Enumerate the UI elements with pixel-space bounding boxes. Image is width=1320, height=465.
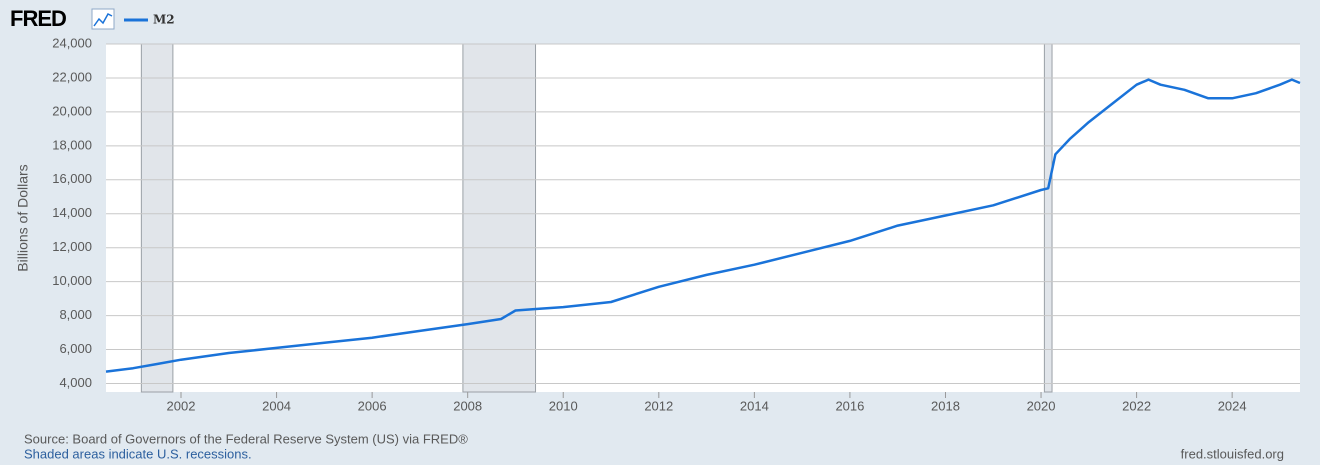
y-tick-label: 6,000 (59, 341, 92, 356)
y-tick-label: 20,000 (52, 103, 92, 118)
y-tick-label: 22,000 (52, 69, 92, 84)
logo: FRED (10, 6, 66, 31)
x-tick-label: 2024 (1218, 398, 1247, 413)
x-tick-label: 2008 (453, 398, 482, 413)
y-tick-label: 10,000 (52, 273, 92, 288)
logo-icon (91, 8, 115, 30)
y-tick-label: 12,000 (52, 239, 92, 254)
note: Shaded areas indicate U.S. recessions. (24, 446, 252, 461)
y-tick-label: 4,000 (59, 375, 92, 390)
x-tick-label: 2014 (740, 398, 769, 413)
y-axis-label: Billions of Dollars (15, 164, 31, 271)
y-tick-label: 8,000 (59, 307, 92, 322)
x-tick-label: 2020 (1027, 398, 1056, 413)
recession-band (1043, 43, 1053, 393)
x-tick-label: 2004 (262, 398, 291, 413)
url: fred.stlouisfed.org (1181, 446, 1284, 461)
series-line (105, 78, 1301, 373)
y-tick-label: 16,000 (52, 171, 92, 186)
y-tick-label: 18,000 (52, 137, 92, 152)
x-tick-label: 2002 (167, 398, 196, 413)
recession-band (462, 43, 537, 393)
plot-area (106, 44, 1300, 392)
x-tick-label: 2012 (644, 398, 673, 413)
x-tick-label: 2018 (931, 398, 960, 413)
recession-band (140, 43, 174, 393)
x-tick-label: 2016 (835, 398, 864, 413)
legend-label: M2 (153, 13, 175, 27)
x-tick-label: 2006 (358, 398, 387, 413)
y-tick-label: 14,000 (52, 205, 92, 220)
x-tick-label: 2022 (1122, 398, 1151, 413)
x-tick-label: 2010 (549, 398, 578, 413)
source: Source: Board of Governors of the Federa… (24, 431, 468, 446)
y-tick-label: 24,000 (52, 35, 92, 50)
